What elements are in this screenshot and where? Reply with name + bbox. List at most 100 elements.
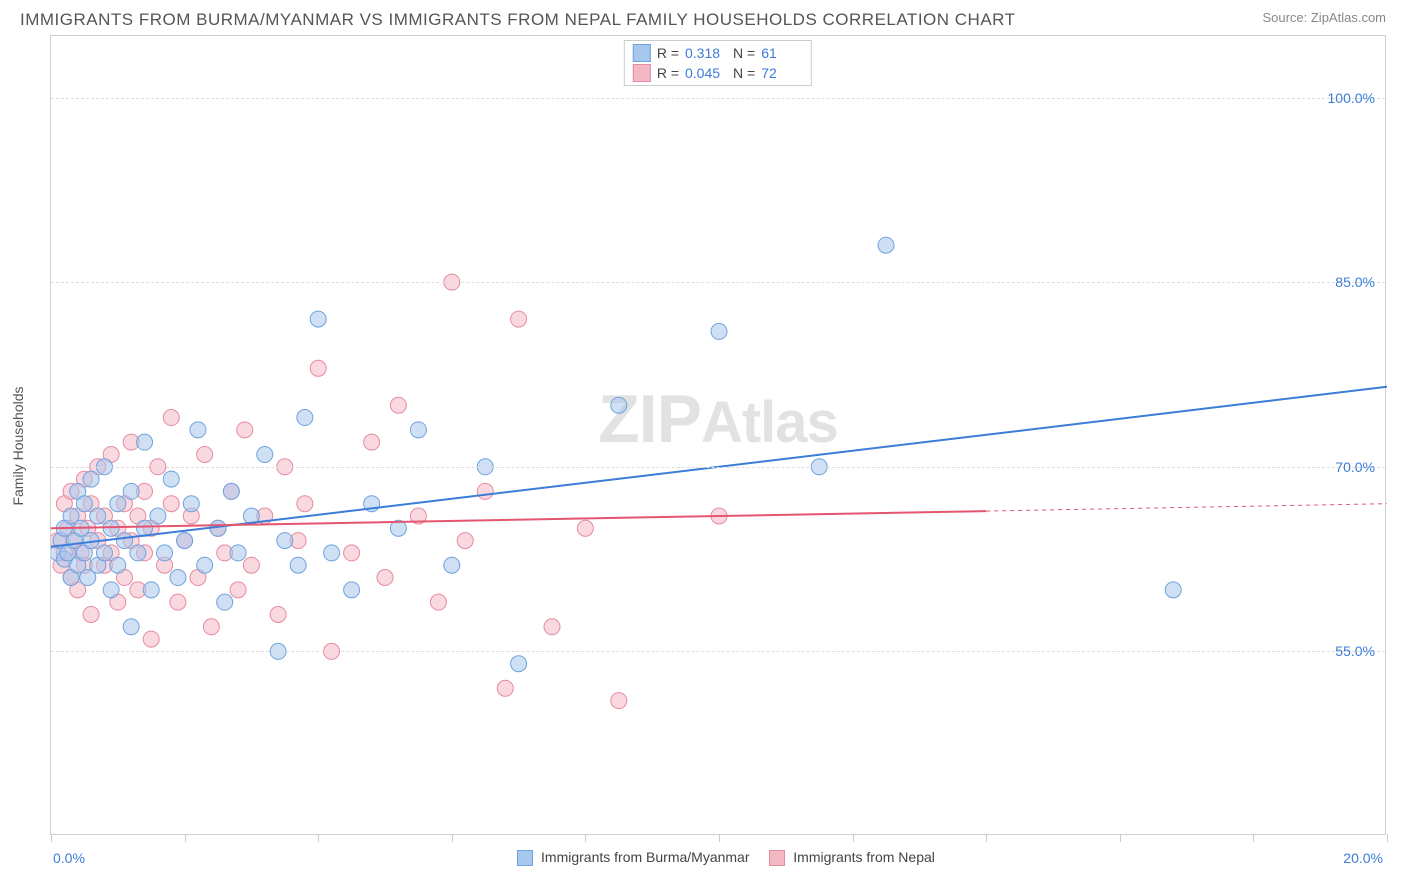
scatter-point [110,557,126,573]
scatter-point [324,545,340,561]
chart-header: IMMIGRANTS FROM BURMA/MYANMAR VS IMMIGRA… [0,0,1406,35]
scatter-point [177,533,193,549]
scatter-point [290,557,306,573]
ytick-label: 70.0% [1335,459,1375,475]
scatter-point [310,311,326,327]
scatter-point [103,582,119,598]
xtick [585,834,586,842]
legend-N-value-2: 72 [761,65,803,81]
legend-R-label: R = [657,65,679,81]
scatter-point [83,606,99,622]
scatter-point [444,557,460,573]
legend-swatch-blue [633,44,651,62]
scatter-point [310,360,326,376]
scatter-point [611,397,627,413]
scatter-point [123,483,139,499]
scatter-point [197,446,213,462]
scatter-point [230,582,246,598]
xtick [51,834,52,842]
scatter-point [457,533,473,549]
series-legend: Immigrants from Burma/Myanmar Immigrants… [51,849,1385,866]
ytick-label: 55.0% [1335,643,1375,659]
scatter-point [577,520,593,536]
scatter-point [157,545,173,561]
scatter-point [497,680,513,696]
scatter-point [103,520,119,536]
correlation-legend: R = 0.318 N = 61 R = 0.045 N = 72 [624,40,812,86]
chart-title: IMMIGRANTS FROM BURMA/MYANMAR VS IMMIGRA… [20,10,1016,30]
scatter-point [217,594,233,610]
scatter-point [170,594,186,610]
scatter-point [344,582,360,598]
scatter-point [344,545,360,561]
legend-R-value-2: 0.045 [685,65,727,81]
scatter-point [410,422,426,438]
scatter-point [511,656,527,672]
legend-label-series2: Immigrants from Nepal [793,849,935,865]
xtick [853,834,854,842]
scatter-point [163,410,179,426]
scatter-point [76,496,92,512]
scatter-point [190,422,206,438]
scatter-point [270,606,286,622]
scatter-point [430,594,446,610]
scatter-point [143,631,159,647]
scatter-point [878,237,894,253]
y-axis-label: Family Households [10,386,26,505]
xtick [1120,834,1121,842]
scatter-point [110,496,126,512]
scatter-point [511,311,527,327]
scatter-point [377,570,393,586]
scatter-point [544,619,560,635]
legend-N-label: N = [733,65,755,81]
legend-N-label: N = [733,45,755,61]
scatter-point [364,434,380,450]
ytick-label: 85.0% [1335,274,1375,290]
legend-row-series2: R = 0.045 N = 72 [633,63,803,83]
legend-label-series1: Immigrants from Burma/Myanmar [541,849,749,865]
scatter-point [230,545,246,561]
scatter-point [96,545,112,561]
scatter-point [243,557,259,573]
xtick [318,834,319,842]
scatter-point [297,496,313,512]
scatter-point [711,323,727,339]
scatter-point [83,471,99,487]
scatter-point [123,619,139,635]
scatter-point [197,557,213,573]
xtick [1387,834,1388,842]
gridline-h [51,651,1385,652]
ytick-label: 100.0% [1328,90,1375,106]
scatter-point [203,619,219,635]
scatter-point [237,422,253,438]
scatter-point [477,483,493,499]
scatter-point [390,397,406,413]
scatter-point [90,508,106,524]
chart-container: R = 0.318 N = 61 R = 0.045 N = 72 ZIPAtl… [50,35,1386,835]
xtick [986,834,987,842]
gridline-h [51,282,1385,283]
scatter-point [116,533,132,549]
scatter-point [150,508,166,524]
legend-R-label: R = [657,45,679,61]
scatter-point [163,471,179,487]
legend-swatch-pink [633,64,651,82]
scatter-point [257,446,273,462]
legend-row-series1: R = 0.318 N = 61 [633,43,803,63]
scatter-point [183,496,199,512]
scatter-point [137,434,153,450]
scatter-point [223,483,239,499]
xtick [1253,834,1254,842]
scatter-point [277,533,293,549]
scatter-point [611,693,627,709]
scatter-point [163,496,179,512]
scatter-point [297,410,313,426]
legend-R-value-1: 0.318 [685,45,727,61]
scatter-point [170,570,186,586]
xtick [185,834,186,842]
xtick [719,834,720,842]
scatter-plot-svg [51,36,1387,836]
scatter-point [143,582,159,598]
gridline-h [51,98,1385,99]
legend-swatch-series1 [517,850,533,866]
